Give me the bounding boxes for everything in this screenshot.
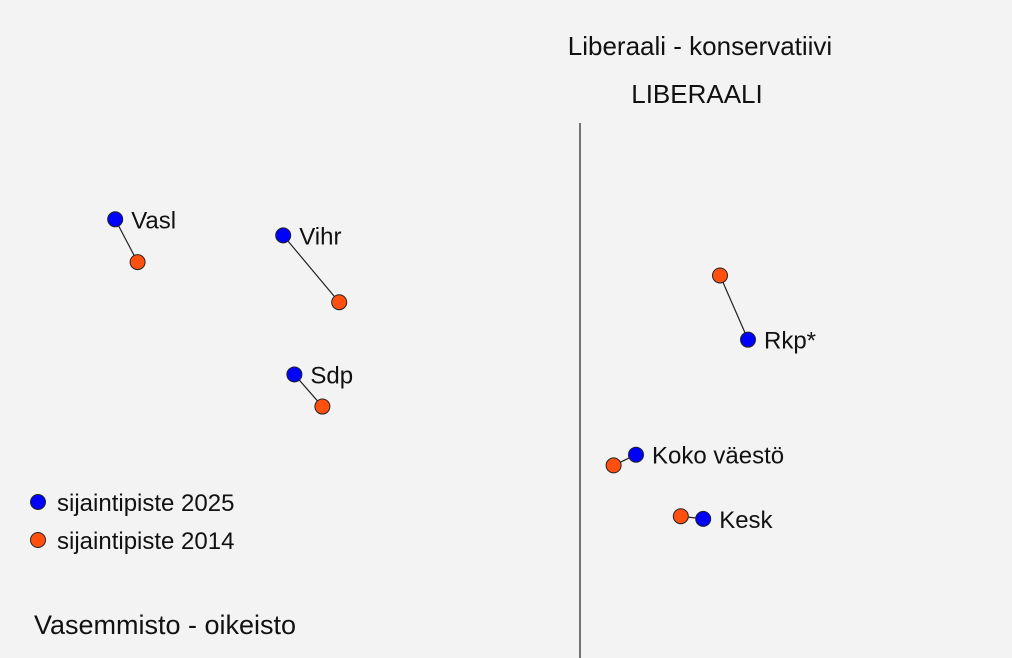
legend-label-2025: sijaintipiste 2025 [57, 490, 234, 517]
connector-vasl [114, 219, 139, 263]
point-2025-vasl [107, 211, 124, 228]
connector-vihr [282, 234, 340, 303]
point-2025-koko-väestö [628, 446, 644, 463]
data-points [107, 211, 756, 527]
point-2014-sdp [314, 398, 331, 415]
point-2025-vihr [275, 227, 292, 244]
point-2014-rkp [712, 267, 728, 284]
legend-marker-2014 [30, 532, 46, 548]
point-2014-vasl [129, 254, 146, 271]
chart-subtitle: LIBERAALI [631, 79, 763, 109]
point-label-koko-väestö: Koko väestö [652, 443, 784, 470]
point-2014-koko-väestö [605, 457, 622, 474]
connectors [114, 219, 749, 520]
point-2014-vihr [331, 294, 348, 311]
legend-marker-2025 [30, 494, 46, 510]
point-label-kesk: Kesk [719, 507, 773, 534]
point-labels: Vasl Vihr Sdp Rkp* Koko väestö Kesk [131, 207, 816, 534]
point-label-sdp: Sdp [310, 362, 353, 389]
legend: sijaintipiste 2025 sijaintipiste 2014 [30, 490, 234, 555]
point-2025-kesk [695, 510, 712, 527]
legend-label-2014: sijaintipiste 2014 [57, 528, 234, 555]
point-label-rkp: Rkp* [764, 328, 816, 355]
point-2025-rkp [740, 331, 756, 348]
chart-title: Liberaali - konservatiivi [568, 31, 832, 61]
point-2014-kesk [672, 508, 689, 525]
axis-label-horizontal: Vasemmisto - oikeisto [34, 610, 296, 640]
point-2025-sdp [286, 366, 303, 383]
connector-rkp [719, 275, 749, 340]
point-label-vihr: Vihr [299, 223, 341, 250]
point-label-vasl: Vasl [131, 207, 176, 234]
